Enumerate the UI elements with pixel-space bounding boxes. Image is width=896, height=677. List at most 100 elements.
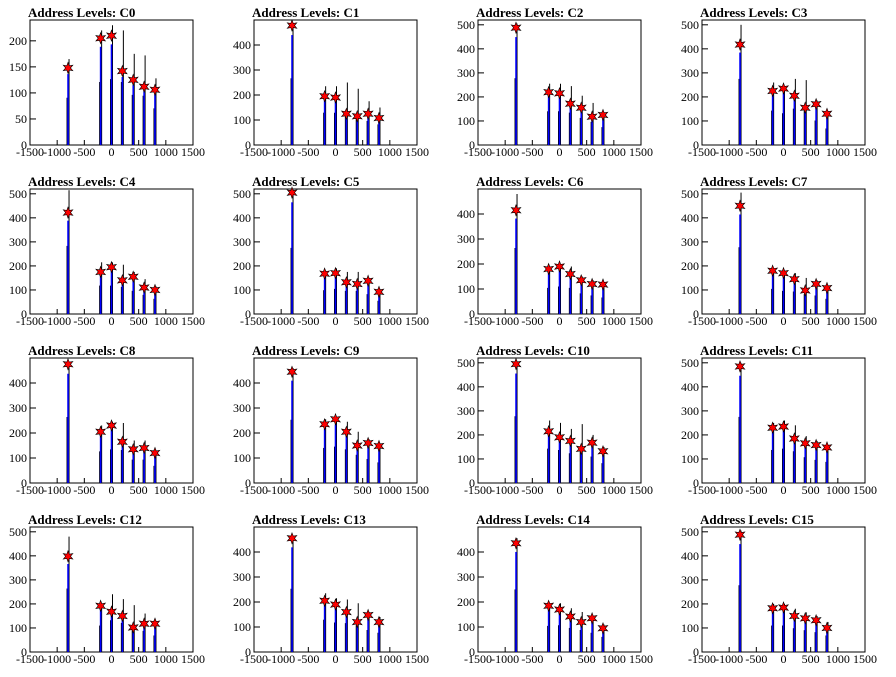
- x-tick-label: 500: [130, 483, 148, 497]
- y-tick-label: 400: [457, 42, 475, 56]
- peak-marker: [116, 64, 128, 78]
- peak-marker: [510, 21, 522, 35]
- y-tick-label: 200: [233, 259, 251, 273]
- x-tick-label: 1000: [154, 652, 178, 666]
- peak-marker: [810, 438, 822, 452]
- subplot-c1: Address Levels: C1 0 100 200 300 400 -1500 -100…: [233, 5, 429, 159]
- x-tick-label: 1500: [181, 145, 205, 159]
- y-tick-label: 300: [233, 63, 251, 77]
- peak-marker: [329, 598, 342, 611]
- peak-marker: [362, 274, 374, 288]
- peak-marker: [810, 97, 822, 111]
- peak-marker: [149, 617, 161, 630]
- y-tick-label: 300: [681, 66, 699, 80]
- peak-marker: [597, 621, 609, 635]
- y-tick-label: 400: [233, 376, 251, 390]
- peak-marker: [734, 38, 746, 51]
- peak-marker: [149, 83, 161, 97]
- x-tick-label: 0: [557, 483, 563, 497]
- chart-title: Address Levels: C4: [28, 174, 136, 189]
- subplot-c10: Address Levels: C10 0 100 200 300 400 500 -1500…: [457, 343, 653, 497]
- y-tick-label: 0: [245, 138, 251, 152]
- x-tick-label: -1000: [43, 314, 71, 328]
- x-tick-label: -1000: [267, 314, 295, 328]
- y-tick-label: 0: [21, 476, 27, 490]
- y-tick-label: 0: [245, 645, 251, 659]
- y-tick-label: 100: [9, 86, 27, 100]
- y-tick-label: 100: [9, 621, 27, 635]
- x-tick-label: 1000: [378, 652, 402, 666]
- peak-marker: [767, 84, 779, 98]
- y-tick-label: 500: [681, 356, 699, 370]
- y-tick-label: 300: [233, 235, 251, 249]
- peak-marker: [810, 277, 822, 291]
- chart-title: Address Levels: C12: [28, 512, 142, 527]
- x-tick-label: -1500: [688, 314, 716, 328]
- peak-marker: [329, 91, 342, 104]
- peak-marker: [127, 442, 139, 456]
- y-tick-label: 500: [9, 525, 27, 539]
- peak-marker: [553, 86, 566, 100]
- x-tick-label: -500: [521, 652, 543, 666]
- x-tick-label: -1500: [688, 145, 716, 159]
- peak-marker: [127, 270, 139, 284]
- peak-marker: [543, 599, 555, 613]
- x-tick-label: -500: [297, 314, 319, 328]
- x-tick-label: -500: [73, 314, 95, 328]
- x-tick-label: 0: [781, 652, 787, 666]
- x-tick-label: 1000: [378, 314, 402, 328]
- peak-marker: [767, 421, 779, 435]
- y-tick-label: 200: [9, 597, 27, 611]
- x-tick-label: 0: [557, 652, 563, 666]
- x-tick-label: 0: [333, 652, 339, 666]
- peak-marker: [149, 283, 161, 297]
- x-tick-label: 500: [354, 314, 372, 328]
- x-tick-label: 500: [578, 314, 596, 328]
- x-tick-label: 0: [557, 145, 563, 159]
- peak-marker: [734, 199, 746, 213]
- x-tick-label: -1500: [688, 483, 716, 497]
- y-tick-label: 300: [9, 235, 27, 249]
- x-tick-label: 1000: [154, 145, 178, 159]
- peak-marker: [799, 284, 811, 297]
- y-tick-label: 0: [693, 138, 699, 152]
- y-tick-label: 300: [457, 232, 475, 246]
- peak-marker: [351, 615, 363, 629]
- peak-marker: [127, 621, 139, 634]
- y-tick-label: 200: [233, 595, 251, 609]
- chart-title: Address Levels: C5: [252, 174, 360, 189]
- x-tick-label: -1000: [491, 314, 519, 328]
- x-tick-label: -500: [521, 145, 543, 159]
- x-tick-label: 1000: [826, 652, 850, 666]
- x-tick-label: -1000: [267, 483, 295, 497]
- y-tick-label: 50: [15, 112, 27, 126]
- peak-marker: [799, 101, 811, 115]
- peak-marker: [543, 85, 555, 99]
- y-tick-label: 300: [681, 235, 699, 249]
- peak-marker: [319, 594, 331, 608]
- peak-marker: [777, 420, 790, 433]
- chart-title: Address Levels: C0: [28, 5, 135, 20]
- peak-marker: [821, 441, 833, 454]
- x-tick-label: -1500: [16, 145, 44, 159]
- peak-marker: [351, 277, 363, 291]
- x-tick-label: 500: [578, 483, 596, 497]
- peak-marker: [373, 615, 385, 629]
- y-tick-label: 100: [681, 283, 699, 297]
- y-tick-label: 0: [693, 307, 699, 321]
- peak-marker: [362, 608, 374, 622]
- chart-title: Address Levels: C14: [476, 512, 590, 527]
- x-tick-label: 1500: [405, 145, 429, 159]
- y-tick-label: 300: [457, 404, 475, 418]
- y-tick-label: 300: [233, 401, 251, 415]
- y-tick-label: 400: [681, 549, 699, 563]
- x-tick-label: 1500: [629, 314, 653, 328]
- peak-marker: [575, 615, 587, 629]
- peak-marker: [116, 273, 128, 287]
- x-tick-label: 500: [802, 145, 820, 159]
- peak-marker: [105, 29, 118, 42]
- subplot-c7: Address Levels: C70100200300400500-1500-…: [681, 174, 877, 328]
- y-tick-label: 400: [9, 549, 27, 563]
- x-tick-label: 1500: [853, 483, 877, 497]
- x-tick-label: -1000: [267, 652, 295, 666]
